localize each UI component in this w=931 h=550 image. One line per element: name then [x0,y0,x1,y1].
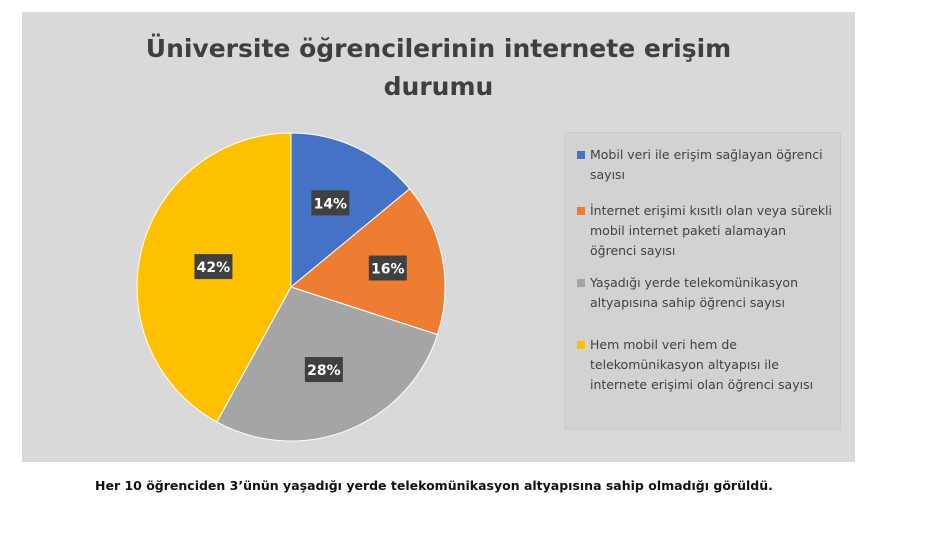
pie-slice-2 [289,188,446,336]
data-label-background [304,357,343,383]
legend-swatch [577,207,585,215]
legend-label: İnternet erişimi kısıtlı olan veya sürek… [590,203,833,258]
legend-label: Mobil veri ile erişim sağlayan öğrenci s… [590,147,823,182]
data-label-text: 16% [371,262,405,278]
chart-panel: Üniversite öğrencilerinin internete eriş… [22,12,855,462]
pie-chart: 14% 16% 28% 42% [136,132,446,442]
data-label-background [311,190,350,216]
data-label-4: 42% [194,254,233,280]
legend-item-both: Hem mobil veri hem de telekomünikasyon a… [577,335,832,395]
data-label-3: 28% [304,357,343,383]
legend-swatch [577,341,585,349]
data-label-text: 14% [314,196,348,212]
legend-item-telecom-infrastructure: Yaşadığı yerde telekomünikasyon altyapıs… [577,273,832,313]
data-label-background [194,254,233,280]
data-label-1: 14% [311,190,350,216]
caption: Her 10 öğrenciden 3’ünün yaşadığı yerde … [95,478,773,493]
legend-label: Yaşadığı yerde telekomünikasyon altyapıs… [590,275,798,310]
chart-title: Üniversite öğrencilerinin internete eriş… [22,30,855,106]
legend-item-mobile-data: Mobil veri ile erişim sağlayan öğrenci s… [577,145,832,185]
data-label-text: 28% [307,363,341,379]
chart-legend: Mobil veri ile erişim sağlayan öğrenci s… [564,132,841,430]
data-label-2: 16% [368,255,407,281]
chart-title-line-2: durumu [383,72,494,101]
legend-swatch [577,151,585,159]
legend-item-limited-access: İnternet erişimi kısıtlı olan veya sürek… [577,201,832,261]
legend-swatch [577,279,585,287]
pie-slice-1 [290,132,411,289]
data-label-background [368,255,407,281]
data-label-text: 42% [197,260,231,276]
legend-label: Hem mobil veri hem de telekomünikasyon a… [590,337,814,392]
chart-title-line-1: Üniversite öğrencilerinin internete eriş… [145,34,732,63]
